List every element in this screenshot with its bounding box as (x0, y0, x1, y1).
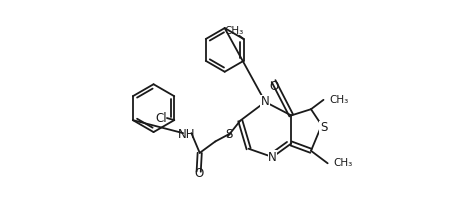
Text: N: N (268, 151, 277, 163)
Text: S: S (225, 128, 233, 141)
Text: O: O (194, 167, 203, 180)
Text: CH₃: CH₃ (225, 26, 244, 36)
Text: CH₃: CH₃ (329, 95, 349, 105)
Text: Cl: Cl (155, 111, 166, 125)
Text: NH: NH (178, 128, 196, 141)
Text: N: N (261, 95, 270, 108)
Text: CH₃: CH₃ (334, 158, 353, 168)
Text: S: S (320, 121, 327, 134)
Text: O: O (269, 80, 278, 93)
